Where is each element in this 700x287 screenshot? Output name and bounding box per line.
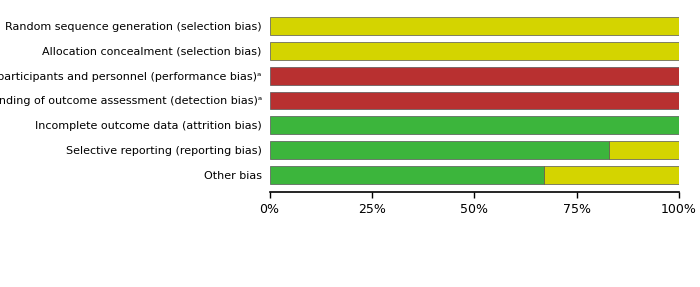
Bar	[270, 17, 679, 35]
Bar	[544, 166, 679, 184]
Bar	[270, 92, 679, 109]
Bar	[270, 116, 679, 134]
Bar	[610, 141, 679, 159]
Bar	[270, 42, 679, 60]
Bar	[270, 67, 679, 85]
Bar	[270, 141, 610, 159]
Bar	[270, 166, 544, 184]
